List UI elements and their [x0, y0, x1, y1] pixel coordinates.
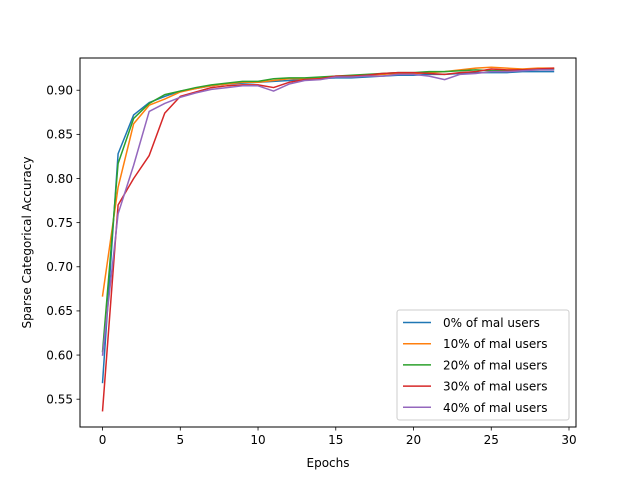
plot-lines: [101, 66, 555, 412]
series-line-4: [101, 69, 555, 356]
y-tick-label: 0.65: [46, 304, 73, 318]
legend-label-2: 20% of mal users: [443, 358, 547, 372]
y-tick-label: 0.75: [46, 216, 73, 230]
plot-frame: [79, 57, 577, 428]
x-tick-label: 0: [99, 433, 107, 447]
y-tick-label: 0.60: [46, 348, 73, 362]
y-tick-label: 0.55: [46, 392, 73, 406]
x-tick-label: 10: [250, 433, 265, 447]
y-axis: 0.55 0.60 0.65 0.70 0.75 0.80 0.85 0.90: [46, 84, 80, 406]
y-tick-label: 0.80: [46, 172, 73, 186]
legend-label-4: 40% of mal users: [443, 401, 547, 415]
series-line-3: [101, 67, 555, 412]
series-line-2: [101, 68, 555, 353]
x-axis-label: Epochs: [307, 456, 350, 470]
x-tick-label: 25: [484, 433, 499, 447]
y-tick-label: 0.70: [46, 260, 73, 274]
x-tick-label: 30: [561, 433, 576, 447]
x-tick-label: 15: [328, 433, 343, 447]
y-axis-label: Sparse Categorical Accuracy: [20, 157, 34, 329]
x-tick-label: 20: [406, 433, 421, 447]
y-tick-label: 0.85: [46, 128, 73, 142]
legend: 0% of mal users 10% of mal users 20% of ma…: [396, 309, 570, 421]
legend-label-0: 0% of mal users: [443, 316, 540, 330]
x-axis: 0 5 10 15 20 25 30: [99, 427, 577, 447]
legend-label-3: 30% of mal users: [443, 380, 547, 394]
x-tick-label: 5: [176, 433, 184, 447]
legend-label-1: 10% of mal users: [443, 337, 547, 351]
legend-box: [396, 309, 570, 421]
y-tick-label: 0.90: [46, 84, 73, 98]
